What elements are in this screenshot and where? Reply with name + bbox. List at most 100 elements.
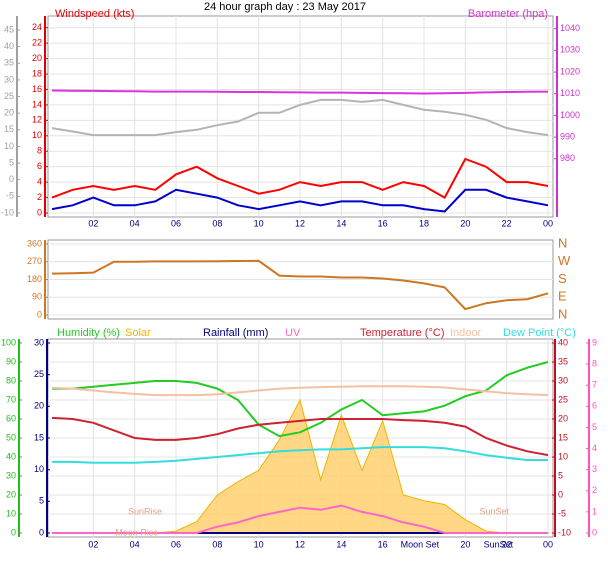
y-tick-label: 30	[34, 337, 44, 347]
event-label: Moon Set	[401, 539, 440, 549]
x-tick-label: 14	[336, 218, 346, 228]
compass-label: S	[558, 271, 567, 286]
y-tick-label: 360	[27, 238, 42, 248]
y-tick-label: 22	[32, 38, 42, 48]
y-tick-label: 4	[37, 176, 42, 186]
y-tick-label: 35	[4, 58, 14, 68]
y-tick-label: 90	[6, 356, 16, 366]
y-tick-label: 16	[32, 84, 42, 94]
y-tick-label: 25	[34, 369, 44, 379]
y-tick-label: 20	[6, 489, 16, 499]
x-tick-label: 16	[378, 539, 388, 549]
line	[51, 385, 549, 397]
y-tick-label: 18	[32, 68, 42, 78]
y-tick-label: 20	[32, 53, 42, 63]
compass-label: W	[558, 253, 571, 268]
y-tick-label: 15	[4, 124, 14, 134]
y-tick-label: 10	[4, 141, 14, 151]
line	[52, 504, 548, 534]
y-tick-label: 14	[32, 99, 42, 109]
y-tick-label: 6	[592, 401, 597, 411]
x-tick-label: 14	[336, 539, 346, 549]
y-tick-label: 990	[560, 131, 575, 141]
y-tick-label: 0	[39, 527, 44, 537]
y-tick-label: 1000	[560, 110, 580, 120]
y-tick-label: -5	[558, 508, 566, 518]
compass-label: N	[558, 235, 567, 250]
y-tick-label: 6	[37, 161, 42, 171]
y-tick-label: 1030	[560, 45, 580, 55]
compass-label: E	[558, 289, 567, 304]
y-tick-label: 10	[32, 130, 42, 140]
y-tick-label: 1	[592, 506, 597, 516]
line	[51, 259, 549, 311]
y-tick-label: 40	[6, 451, 16, 461]
x-tick-label: 10	[254, 218, 264, 228]
y-tick-label: 20	[34, 401, 44, 411]
axis-title: Barometer (hpa)	[468, 8, 548, 20]
y-tick-label: 10	[558, 451, 568, 461]
event-label: SunSet	[484, 539, 514, 549]
x-tick-label: 04	[130, 218, 140, 228]
y-tick-label: -5	[6, 191, 14, 201]
axis-title: Windspeed (kts)	[55, 8, 134, 20]
x-tick-label: 10	[254, 539, 264, 549]
legend-label: UV	[285, 327, 301, 339]
x-tick-label: 20	[460, 539, 470, 549]
y-tick-label: 9	[592, 337, 597, 347]
legend-label: Dew Point (°C)	[503, 327, 576, 339]
y-tick-label: 10	[34, 464, 44, 474]
legend-label: Humidity (%)	[57, 327, 120, 339]
y-tick-label: 45	[4, 24, 14, 34]
x-tick-label: 06	[171, 218, 181, 228]
x-tick-label: 12	[295, 218, 305, 228]
y-tick-label: 100	[1, 337, 16, 347]
y-tick-label: 40	[4, 41, 14, 51]
y-tick-label: 24	[32, 22, 42, 32]
y-tick-label: 0	[11, 527, 16, 537]
line	[51, 416, 549, 457]
y-tick-label: 2	[37, 192, 42, 202]
y-tick-label: 25	[558, 394, 568, 404]
event-label: Moon Rise	[115, 527, 158, 537]
y-tick-label: 60	[6, 413, 16, 423]
y-tick-label: 70	[6, 394, 16, 404]
x-tick-label: 04	[130, 539, 140, 549]
x-tick-label: 00	[543, 539, 553, 549]
y-tick-label: -10	[1, 207, 14, 217]
line	[52, 446, 548, 464]
y-tick-label: -10	[558, 527, 571, 537]
y-tick-label: 980	[560, 153, 575, 163]
y-tick-label: 10	[6, 508, 16, 518]
y-tick-label: 0	[37, 207, 42, 217]
y-tick-label: 30	[4, 74, 14, 84]
y-tick-label: 8	[37, 146, 42, 156]
legend-label: Rainfall (mm)	[203, 327, 268, 339]
y-tick-label: 12	[32, 115, 42, 125]
y-tick-label: 1020	[560, 66, 580, 76]
y-tick-label: 5	[39, 496, 44, 506]
y-tick-label: 50	[6, 432, 16, 442]
legend-label: Indoor	[450, 327, 482, 339]
line	[51, 98, 549, 137]
x-tick-label: 22	[502, 218, 512, 228]
y-tick-label: 35	[558, 356, 568, 366]
y-tick-label: 15	[558, 432, 568, 442]
compass-label: N	[558, 306, 567, 321]
y-tick-label: 2	[592, 485, 597, 495]
x-tick-label: 08	[212, 218, 222, 228]
line	[51, 89, 549, 95]
x-tick-label: 12	[295, 539, 305, 549]
line	[51, 188, 549, 213]
x-tick-label: 02	[88, 218, 98, 228]
y-tick-label: 80	[6, 375, 16, 385]
x-tick-label: 22	[502, 539, 512, 549]
y-tick-label: 30	[6, 470, 16, 480]
legend-label: Solar	[125, 327, 151, 339]
y-tick-label: 8	[592, 358, 597, 368]
y-tick-label: 180	[27, 274, 42, 284]
legend-label: Temperature (°C)	[360, 327, 444, 339]
y-tick-label: 7	[592, 380, 597, 390]
y-tick-label: 0	[558, 489, 563, 499]
y-tick-label: 0	[9, 174, 14, 184]
